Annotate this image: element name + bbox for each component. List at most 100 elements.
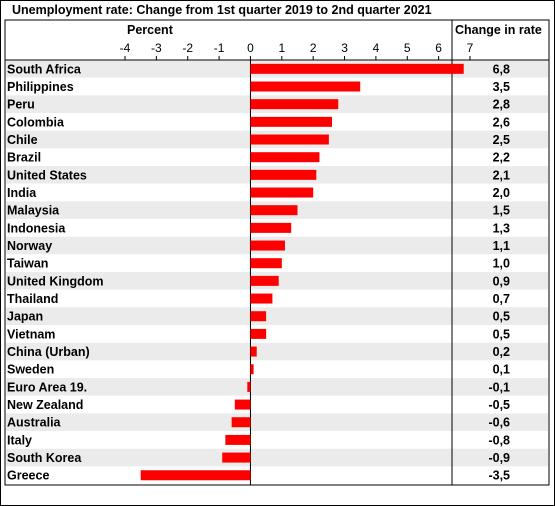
value-label: -3,5 — [488, 469, 510, 483]
x-tick-label: 4 — [373, 41, 380, 55]
bar — [250, 205, 298, 216]
category-label: Thailand — [7, 292, 58, 306]
value-label: -0,1 — [488, 380, 510, 394]
category-label: South Korea — [7, 451, 82, 465]
x-tick-label: 3 — [341, 41, 348, 55]
value-label: -0,5 — [488, 398, 510, 412]
value-label: 0,1 — [493, 363, 510, 377]
value-label: 0,5 — [493, 327, 510, 341]
x-tick-label: 6 — [435, 41, 442, 55]
value-label: 1,5 — [493, 204, 510, 218]
table-border — [4, 19, 550, 486]
bar — [250, 364, 254, 375]
category-label: Indonesia — [7, 221, 66, 235]
x-tick-label: 0 — [247, 41, 254, 55]
category-label: Philippines — [7, 80, 74, 94]
value-label: 2,8 — [493, 98, 510, 112]
value-label: 0,5 — [493, 310, 510, 324]
bars — [140, 63, 464, 481]
bar — [250, 116, 332, 127]
value-label: 2,1 — [493, 168, 510, 182]
x-tick-label: -4 — [120, 41, 131, 55]
bar — [250, 134, 329, 145]
category-label: South Africa — [7, 62, 82, 76]
value-label: -0,9 — [488, 451, 510, 465]
value-labels: 6,8 3,5 2,8 2,6 2,5 2,2 2,1 2,0 1,5 1,3 1,1 1,0 0,9 0… — [488, 62, 510, 482]
category-label: New Zealand — [7, 398, 83, 412]
bar — [250, 293, 273, 304]
bar — [231, 417, 251, 428]
value-label: 0,7 — [493, 292, 510, 306]
bar — [225, 434, 251, 445]
category-label: Peru — [7, 98, 35, 112]
row-stripe — [6, 360, 548, 379]
bar — [234, 399, 251, 410]
bar — [250, 169, 317, 180]
category-label: Euro Area 19. — [7, 380, 87, 394]
category-label: Sweden — [7, 363, 54, 377]
bar — [250, 346, 257, 357]
category-label: Taiwan — [7, 257, 48, 271]
row-stripe — [6, 448, 548, 467]
x-tick-label: -2 — [182, 41, 193, 55]
x-tick-label: 5 — [404, 41, 411, 55]
x-tick-label: -3 — [151, 41, 162, 55]
bar — [250, 275, 279, 286]
value-label: 3,5 — [493, 80, 510, 94]
bar — [222, 452, 251, 463]
bar — [250, 187, 314, 198]
value-label: 2,5 — [493, 133, 510, 147]
bar — [250, 258, 282, 269]
category-label: India — [7, 186, 37, 200]
row-stripe — [6, 378, 548, 396]
row-stripe — [6, 395, 548, 414]
chart-title: Unemployment rate: Change from 1st quart… — [12, 3, 432, 17]
category-label: Chile — [7, 133, 38, 147]
bar — [250, 222, 292, 233]
category-labels: South Africa Philippines Peru Colombia Chile… — [7, 62, 104, 482]
value-label: -0,6 — [488, 416, 510, 430]
value-label: 2,6 — [493, 115, 510, 129]
row-stripe — [6, 307, 548, 326]
bar — [250, 311, 267, 322]
bar — [250, 99, 339, 110]
category-label: United Kingdom — [7, 274, 104, 288]
value-label: 0,9 — [493, 274, 510, 288]
value-column-header: Change in rate — [455, 23, 542, 37]
category-label: Brazil — [7, 151, 41, 165]
value-label: 1,1 — [493, 239, 510, 253]
value-label: 1,3 — [493, 221, 510, 235]
row-stripe — [6, 289, 548, 308]
category-label: Australia — [7, 416, 62, 430]
x-axis-label: Percent — [127, 23, 174, 37]
value-label: 6,8 — [493, 62, 510, 76]
category-label: United States — [7, 168, 87, 182]
x-tick-label: 2 — [310, 41, 317, 55]
bar — [140, 470, 251, 481]
bar — [250, 63, 464, 74]
row-stripe — [6, 431, 548, 449]
category-label: Vietnam — [7, 327, 55, 341]
value-label: 2,0 — [493, 186, 510, 200]
category-label: Norway — [7, 239, 52, 253]
value-label: 0,2 — [493, 345, 510, 359]
bar — [247, 381, 251, 392]
x-tick-label: -1 — [214, 41, 225, 55]
row-stripe — [6, 413, 548, 432]
row-stripe — [6, 466, 548, 485]
x-tick-label: 7 — [467, 41, 474, 55]
category-label: Malaysia — [7, 204, 60, 218]
bar — [250, 81, 361, 92]
category-label: Japan — [7, 310, 43, 324]
category-label: Colombia — [7, 115, 65, 129]
x-tick-label: 1 — [278, 41, 285, 55]
value-label: -0,8 — [488, 433, 510, 447]
bar — [250, 152, 320, 163]
row-stripe — [6, 342, 548, 361]
x-axis-ticks: -4 -3 -2 -1 0 1 2 3 4 5 6 7 — [120, 41, 474, 60]
table-grid — [4, 19, 550, 486]
bar — [250, 240, 285, 251]
bar — [250, 328, 267, 339]
category-label: Italy — [7, 433, 32, 447]
